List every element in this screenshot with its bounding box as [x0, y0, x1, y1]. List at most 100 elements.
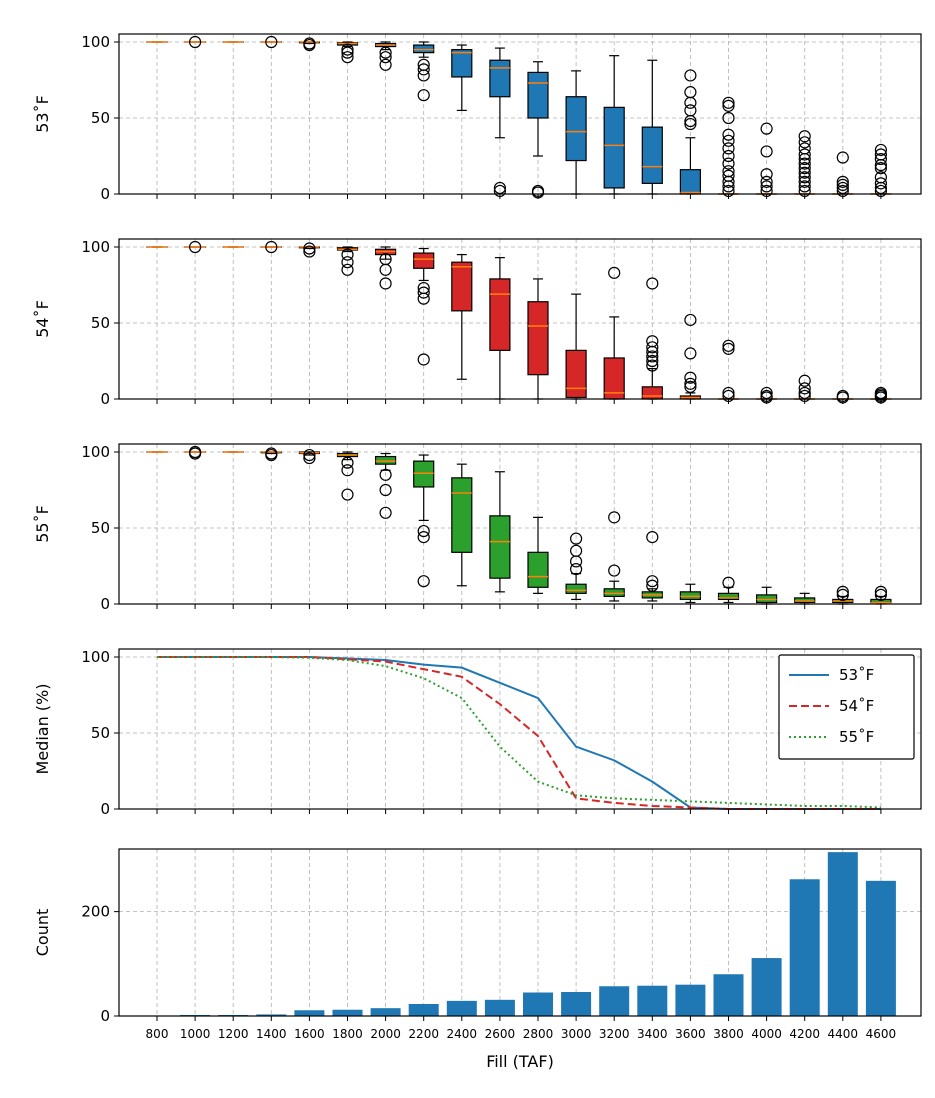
- outlier-point: [722, 111, 735, 125]
- x-tick-label: 2800: [523, 1027, 554, 1041]
- box-4600: [870, 585, 892, 605]
- outlier-point: [341, 464, 354, 477]
- outlier-point: [569, 532, 583, 545]
- outlier-point: [722, 339, 735, 352]
- outlier-point: [798, 180, 811, 193]
- outlier-point: [684, 371, 697, 384]
- box-3200: [603, 266, 625, 400]
- outlier-point: [189, 35, 202, 49]
- box-2400: [451, 44, 473, 112]
- outlier-point: [798, 142, 811, 155]
- panel-53f-marks: [146, 35, 892, 199]
- outlier-point: [836, 178, 849, 191]
- panel-53f-ytick-labels: 0 50 100: [81, 33, 110, 203]
- outlier-point: [836, 151, 849, 164]
- panel-55f: 0 50 100 55˚F: [33, 443, 922, 613]
- outlier-point: [798, 175, 811, 188]
- outlier-point: [836, 175, 849, 188]
- box-2200: [413, 454, 435, 588]
- box-body: [413, 252, 435, 269]
- box-3800: [717, 339, 740, 403]
- outlier-point: [684, 313, 697, 327]
- box-2000: [375, 41, 397, 71]
- outlier-point: [722, 142, 735, 155]
- box-body: [413, 44, 435, 54]
- box-2200: [413, 247, 435, 366]
- outlier-point: [874, 171, 888, 184]
- outlier-point: [798, 166, 811, 179]
- outlier-point: [303, 37, 316, 50]
- panel-55f-ticks: [114, 451, 882, 609]
- outlier-point: [189, 445, 202, 459]
- box-body: [565, 349, 587, 399]
- outlier-point: [569, 562, 583, 576]
- panel-53f: 0 50 100 53˚F: [33, 33, 922, 203]
- bar-3600: [675, 984, 706, 1016]
- box-1400: [260, 35, 282, 49]
- bar-4600: [865, 880, 896, 1016]
- panel-count-xlabel: Fill (TAF): [486, 1052, 554, 1071]
- outlier-point: [341, 456, 354, 469]
- outlier-point: [836, 588, 849, 601]
- x-tick-label: 1400: [256, 1027, 287, 1041]
- outlier-point: [417, 89, 430, 102]
- box-3800: [717, 96, 740, 198]
- y-tick-label: 0: [100, 800, 110, 818]
- box-2400: [451, 254, 473, 380]
- y-tick-label: 100: [81, 33, 110, 51]
- outlier-point: [684, 86, 697, 99]
- outlier-point: [684, 104, 697, 117]
- outlier-point: [265, 35, 278, 49]
- panel-count-ytick-labels: 0 200: [81, 903, 110, 1025]
- y-tick-label: 200: [81, 903, 110, 921]
- outlier-point: [341, 46, 354, 59]
- panel-55f-ytick-labels: 0 50 100: [81, 443, 110, 613]
- box-3400: [641, 531, 663, 602]
- panel-53f-ylabel: 53˚F: [33, 95, 52, 133]
- outlier-point: [684, 347, 697, 360]
- outlier-point: [646, 531, 659, 544]
- box-2000: [375, 452, 397, 519]
- outlier-point: [379, 483, 392, 497]
- outlier-point: [646, 341, 659, 354]
- box-body: [527, 551, 549, 588]
- outlier-point: [722, 342, 735, 355]
- outlier-point: [569, 544, 583, 557]
- outlier-point: [760, 180, 773, 193]
- box-body: [603, 106, 625, 189]
- outlier-point: [684, 380, 697, 393]
- outlier-point: [417, 531, 430, 544]
- outlier-point: [379, 51, 392, 64]
- outlier-point: [417, 353, 430, 366]
- x-tick-label: 2400: [447, 1027, 478, 1041]
- y-tick-label: 50: [91, 519, 110, 537]
- box-3000: [565, 70, 587, 195]
- bar-2000: [370, 1008, 401, 1016]
- bar-1600: [294, 1010, 325, 1016]
- panel-median-frame: [118, 648, 922, 810]
- box-1400: [260, 240, 282, 254]
- legend-box: [778, 654, 915, 760]
- box-body: [489, 59, 511, 98]
- outlier-point: [379, 253, 392, 266]
- outlier-point: [341, 43, 354, 56]
- outlier-point: [341, 488, 354, 501]
- box-3600: [679, 69, 702, 195]
- box-3000: [565, 532, 587, 601]
- outlier-point: [379, 506, 392, 519]
- panel-count-marks: [142, 852, 896, 1016]
- y-tick-label: 0: [100, 1007, 110, 1025]
- box-body: [451, 477, 473, 553]
- panel-55f-grid: [119, 444, 921, 605]
- outlier-point: [722, 128, 735, 141]
- outlier-point: [608, 266, 621, 279]
- outlier-point: [303, 242, 316, 255]
- box-body: [641, 126, 663, 184]
- box-2600: [489, 471, 511, 593]
- outlier-point: [646, 350, 659, 363]
- x-tick-label: 4200: [789, 1027, 820, 1041]
- outlier-point: [684, 117, 697, 131]
- bar-3200: [599, 986, 630, 1016]
- panel-55f-ylabel: 55˚F: [33, 505, 52, 543]
